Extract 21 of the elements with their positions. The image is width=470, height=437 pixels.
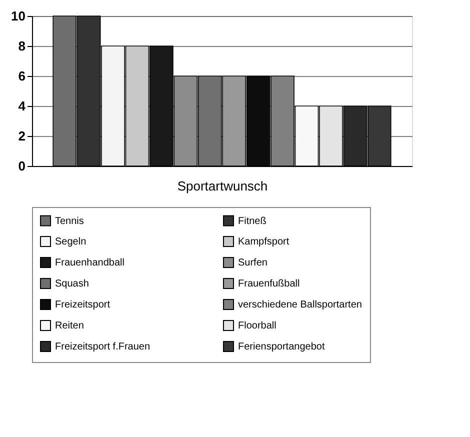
legend-label: Frauenhandball — [55, 258, 124, 268]
y-tick-label: 10 — [11, 8, 26, 24]
legend-label: Frauenfußball — [238, 278, 300, 290]
y-tick-label: 4 — [18, 98, 26, 114]
legend-label: Fitneß — [238, 216, 266, 227]
y-tick-label: 8 — [18, 38, 26, 54]
legend-label: Freizeitsport f.Frauen — [55, 342, 150, 352]
y-tick-label: 2 — [18, 128, 26, 144]
legend-label: Surfen — [238, 258, 268, 268]
y-tick-label: 0 — [18, 158, 26, 174]
legend-label: Tennis — [55, 216, 84, 227]
legend-label: Freizeitsport — [55, 300, 110, 310]
legend-label: Floorball — [238, 320, 276, 332]
legend-label: Squash — [55, 278, 89, 290]
legend-label: Segeln — [55, 236, 86, 248]
legend-label: Feriensportangebot — [238, 342, 325, 352]
legend-label: Kampfsport — [238, 236, 290, 248]
legend-label: verschiedene Ballsportarten — [238, 300, 362, 310]
y-tick-label: 6 — [18, 68, 26, 84]
x-axis-title: Sportartwunsch — [177, 178, 268, 194]
legend-label: Reiten — [55, 320, 84, 332]
